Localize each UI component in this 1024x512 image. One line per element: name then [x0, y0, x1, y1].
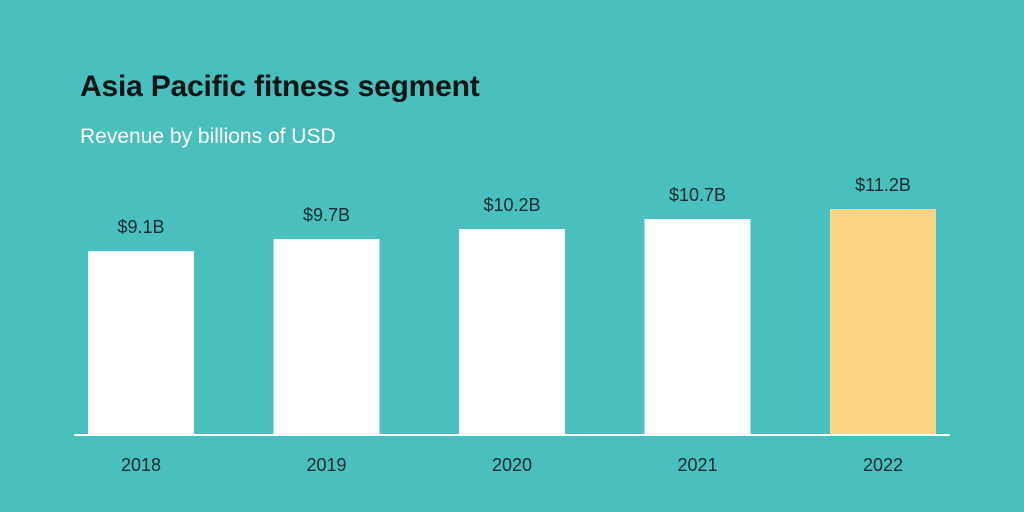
data-label-2020: $10.2B [483, 195, 540, 215]
chart-subtitle: Revenue by billions of USD [80, 125, 336, 148]
bar-2022 [830, 209, 936, 434]
bar-2019 [273, 239, 380, 434]
data-label-2019: $9.7B [303, 205, 350, 225]
data-label-2018: $9.1B [117, 217, 164, 237]
x-tick-label-2019: 2019 [306, 455, 346, 475]
bar-2020 [459, 229, 565, 434]
data-label-2021: $10.7B [669, 185, 726, 205]
x-tick-label-2021: 2021 [677, 455, 717, 475]
x-tick-label-2020: 2020 [492, 455, 532, 475]
bar-2021 [644, 219, 751, 434]
x-tick-label-2022: 2022 [863, 455, 903, 475]
data-label-2022: $11.2B [855, 175, 911, 195]
chart-title: Asia Pacific fitness segment [80, 70, 480, 103]
bar-2018 [88, 251, 194, 434]
x-tick-label-2018: 2018 [121, 455, 161, 475]
